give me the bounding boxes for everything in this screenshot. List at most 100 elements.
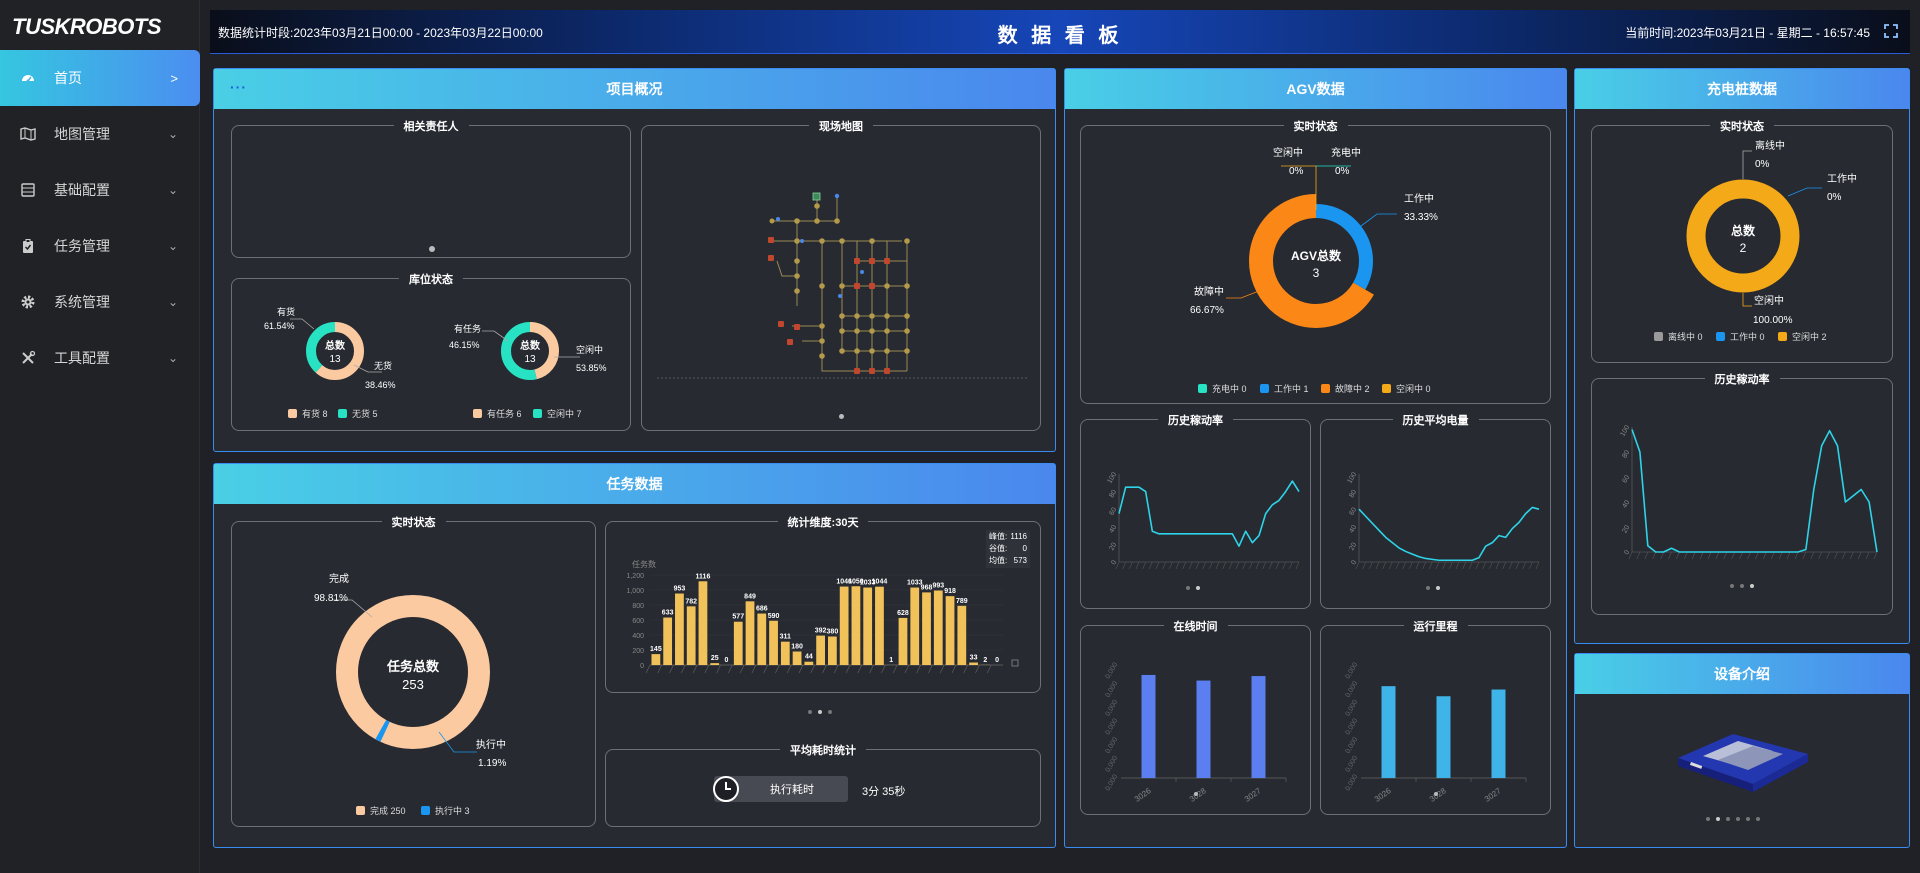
x-tick [1865,551,1870,560]
y-tick-label: 0 [1623,549,1631,556]
sidebar-item-home[interactable]: 首页 > [0,50,200,106]
donut-center-value: 3 [1313,266,1320,280]
charger-util-chart[interactable]: 0 20 40 60 80 100 [1592,393,1892,593]
legend-item[interactable]: 工作中 1 [1260,382,1309,395]
sidebar-item-system[interactable]: 系统管理 ⌄ [0,274,200,330]
fullscreen-button[interactable] [1880,20,1902,42]
legend-item[interactable]: 无货 5 [338,407,378,420]
charger-donut: 总数 2 离线中 0% 工作中 0% 空闲中 100.00% [1686,139,1857,326]
data-label: 968 [921,584,933,591]
box-title: 相关责任人 [393,121,469,133]
y-tick-label: 60 [1621,474,1631,484]
idle-label: 空闲中 [1273,146,1303,159]
chart-pager[interactable] [1730,584,1754,588]
x-tick [939,664,945,674]
x-tick [763,664,768,674]
data-label: 180 [791,644,803,651]
x-tick [1442,561,1446,570]
donut-center-value: 13 [329,354,341,365]
x-tick [1209,561,1213,570]
x-tick-label: 3026 [1373,786,1393,804]
chart-pager[interactable] [1186,586,1200,590]
idle-label: 空闲中 [576,344,603,355]
y-tick-label: 200 [632,648,644,655]
legend-item[interactable]: 充电中 0 [1198,382,1247,395]
chevron-down-icon: ⌄ [167,239,178,253]
hastask-pct: 46.15% [449,340,480,350]
agv-battery-chart[interactable]: 0 20 40 60 80 100 [1321,434,1550,594]
legend-item[interactable]: 离线中 0 [1654,330,1703,343]
x-tick [1462,561,1466,570]
x-tick [1842,551,1846,560]
x-tick [1529,561,1533,570]
x-tick [1122,561,1126,570]
bar [828,636,837,665]
site-map[interactable] [642,146,1040,396]
y-tick-label: 0,000 [1105,773,1120,792]
x-tick [1175,561,1180,570]
agv-util-chart[interactable]: 0 20 40 60 80 100 [1081,434,1310,594]
x-tick [1747,551,1751,560]
legend-item[interactable]: 工作中 0 [1716,330,1765,343]
legend-item[interactable]: 空闲中 7 [533,407,582,420]
x-tick [1429,561,1433,570]
donut-segment-done [336,595,490,749]
x-tick [916,664,921,674]
x-tick [1786,551,1791,560]
stats-summary: 峰值: 1116 谷值: 0 均值: 573 [986,530,1030,568]
x-tick-label: 3028 [1428,786,1448,804]
x-tick [1375,561,1380,570]
data-label: 789 [956,598,968,605]
legend-item[interactable]: 完成 250 [356,804,406,817]
pager-dot[interactable] [429,246,435,252]
agv-robot-image[interactable] [1673,726,1813,796]
legend-item[interactable]: 故障中 2 [1321,382,1370,395]
hastask-label: 有任务 [454,323,481,334]
x-tick [1242,561,1246,570]
x-tick [869,664,874,674]
x-tick [739,664,745,674]
running-label: 执行中 [476,738,506,751]
bar [710,663,720,665]
bar [769,620,778,665]
sidebar-item-map[interactable]: 地图管理 ⌄ [0,106,200,162]
carousel-pager[interactable] [1706,817,1760,821]
chart-pager[interactable] [808,710,832,714]
nostock-pct: 38.46% [365,380,396,390]
x-tick [975,664,980,674]
x-tick [1731,551,1736,560]
x-tick [716,664,721,674]
x-tick [1422,561,1426,570]
working-pct: 0% [1827,192,1842,203]
sidebar-item-tools[interactable]: 工具配置 ⌄ [0,330,200,386]
pager-dot[interactable] [839,414,844,419]
legend-item[interactable]: 空闲中 0 [1382,382,1431,395]
menu-dots-icon[interactable]: ··· [230,79,247,95]
sidebar-item-tasks[interactable]: 任务管理 ⌄ [0,218,200,274]
exec-time-label: 执行耗时 [770,784,814,796]
charger-realtime-box: 实时状态 总数 2 离线中 0% 工作中 0% 空闲中 100.00% 离线中 … [1591,121,1893,363]
legend-item[interactable]: 有任务 6 [473,407,522,420]
x-tick [1770,551,1775,560]
legend-item[interactable]: 空闲中 2 [1778,330,1827,343]
x-tick [1699,551,1704,560]
legend-item[interactable]: 执行中 3 [421,804,470,817]
bar [792,651,802,665]
daily-tasks-chart[interactable]: 任务数02004006008001,0001,20014563395378211… [608,532,1038,682]
sidebar-item-basic-config[interactable]: 基础配置 ⌄ [0,162,200,218]
x-tick [1162,561,1166,570]
x-tick [1676,551,1680,560]
chevron-right-icon: > [170,70,178,86]
legend-item[interactable]: 有货 8 [288,407,328,420]
exec-time-button[interactable]: 执行耗时 [713,776,848,802]
chart-pager[interactable] [1426,586,1440,590]
dashboard-header: 数据统计时段:2023年03月21日00:00 - 2023年03月22日00:… [210,10,1910,54]
x-tick [951,664,957,674]
data-label: 590 [768,613,780,620]
x-tick [810,664,816,674]
current-time: 当前时间:2023年03月21日 - 星期二 - 16:57:45 [1625,26,1870,40]
agv-realtime-box: 实时状态 AGV总数 3 空闲中 0% 充电中 0% 工作中 33.33% 故障… [1080,121,1551,404]
x-tick [928,664,933,674]
